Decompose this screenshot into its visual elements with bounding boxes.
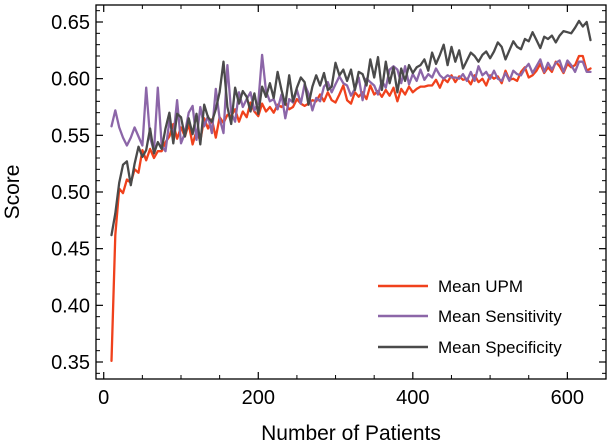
series-layer [110,19,592,363]
y-tick-label: 0.40 [51,295,90,317]
series-line-mean-specificity [110,19,592,237]
y-tick-label: 0.50 [51,182,90,204]
x-tick-label: 600 [551,387,584,409]
x-tick-label: 400 [396,387,429,409]
legend-label-mean-specificity: Mean Specificity [438,338,562,357]
x-tick-label: 0 [98,387,109,409]
y-tick-label: 0.65 [51,12,90,34]
ticks-layer [96,5,606,379]
series-line-mean-sensitivity [110,53,592,153]
y-axis-title: Score [1,165,24,220]
y-tick-label: 0.35 [51,352,90,374]
x-axis-title: Number of Patients [261,422,441,445]
y-tick-label: 0.55 [51,125,90,147]
x-tick-label: 200 [242,387,275,409]
legend-label-mean-upm: Mean UPM [438,277,523,296]
y-tick-label: 0.60 [51,69,90,91]
legend: Mean UPM Mean Sensitivity Mean Specifici… [378,277,562,357]
y-tick-label: 0.45 [51,239,90,261]
tick-labels-layer: 0 200 400 600 0.35 0.40 0.45 0.50 0.55 0.60 0.65 [51,12,584,409]
legend-label-mean-sensitivity: Mean Sensitivity [438,307,562,326]
